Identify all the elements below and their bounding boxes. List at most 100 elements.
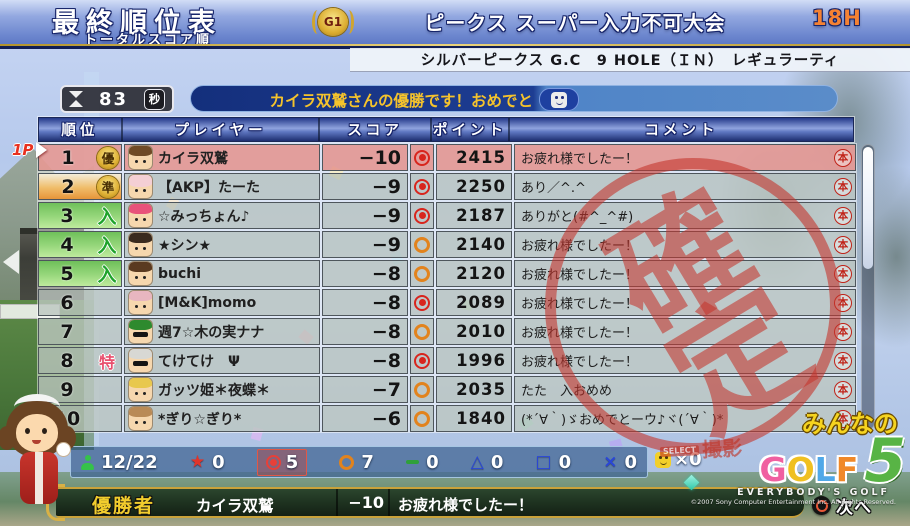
result-icon <box>414 178 430 195</box>
table-row[interactable]: 2 準 【AKP】たーた −9 2250 あり／^.^ 本 <box>38 173 858 200</box>
rank-badge-icon <box>95 292 119 314</box>
points-value: 2010 <box>456 322 506 341</box>
score-value: −10 <box>358 146 401 169</box>
score-cell: −9 <box>322 202 408 229</box>
hon-icon: 本 <box>834 351 852 370</box>
rank-number: 2 <box>61 175 75 198</box>
player-avatar <box>128 203 153 228</box>
rank-badge-icon: 入 <box>97 206 117 228</box>
result-stats-bar: 12/22 ★ 0 5 7 0 △ 0 □ 0 × 0 <box>70 446 648 478</box>
player-cell: ☆みっちょん♪ <box>124 202 320 229</box>
table-row[interactable]: 10 *ぎり☆ぎり* −6 1840 (*´∀｀)ゞおめでとーウ♪ヾ(´∀｀)*… <box>38 405 858 432</box>
points-value: 2089 <box>456 293 506 312</box>
cross-count: 0 <box>624 451 638 473</box>
rank-number: 9 <box>60 378 74 401</box>
points-value: 2187 <box>456 206 506 225</box>
comment-cell: お疲れ様でしたー！ 本 <box>514 347 856 374</box>
mascot-character <box>0 392 86 526</box>
score-cell: −9 <box>322 231 408 258</box>
points-value: 2250 <box>456 177 506 196</box>
result-icon <box>414 381 430 398</box>
marker-arrow-icon <box>36 142 48 158</box>
points-cell: 2415 <box>436 144 512 171</box>
double-circle-stat-selected[interactable]: 5 <box>256 448 308 476</box>
comment-text: お疲れ様でしたー！ <box>521 326 639 341</box>
table-row[interactable]: 4 入 ★シン★ −9 2140 お疲れ様でしたー！ 本 <box>38 231 858 258</box>
mascot-body <box>20 452 58 504</box>
result-cell <box>410 405 434 432</box>
result-cell <box>410 376 434 403</box>
capture-button[interactable]: SELECT 撮影 <box>659 436 743 462</box>
score-cell: −8 <box>322 289 408 316</box>
result-cell <box>410 347 434 374</box>
player-cell: てけてけ Ψ <box>124 347 320 374</box>
points-cell: 2089 <box>436 289 512 316</box>
comment-cell: お疲れ様でしたー！ 本 <box>514 231 856 258</box>
rank-number: 6 <box>60 291 74 314</box>
page-left-arrow-icon[interactable] <box>3 250 19 274</box>
player-name: 【AKP】たーた <box>158 179 260 196</box>
rank-badge-icon: 入 <box>97 264 117 286</box>
player-avatar <box>128 261 153 286</box>
mascot-hand <box>56 442 71 457</box>
table-header: 順位 プレイヤー スコア ポイント コメント <box>38 117 854 142</box>
result-icon <box>414 352 430 369</box>
players-count: 12/22 <box>101 451 158 473</box>
divider <box>336 489 338 516</box>
table-row[interactable]: 1 優 カイラ双鷲 −10 2415 お疲れ様でしたー！ 本 <box>38 144 858 171</box>
triangle-icon: △ <box>470 451 484 472</box>
player-name: てけてけ Ψ <box>158 353 240 370</box>
comment-text: お疲れ様でしたー！ <box>521 152 639 167</box>
double-circle-count: 5 <box>285 451 299 473</box>
logo-number-5: 5 <box>864 426 906 496</box>
scrollbar-track[interactable] <box>861 144 875 430</box>
message-ticker: カイラ双鷲さんの優勝です！おめでと <box>190 85 838 112</box>
rank-badge-icon: 入 <box>97 235 117 257</box>
star-count: 0 <box>212 451 225 473</box>
player-name: ★シン★ <box>158 237 212 254</box>
rank-badge-icon <box>95 379 119 401</box>
table-row[interactable]: 3 入 ☆みっちょん♪ −9 2187 ありがと(#^_^#) 本 <box>38 202 858 229</box>
comment-text: あり／^.^ <box>521 181 586 196</box>
result-icon <box>414 323 430 340</box>
score-cell: −8 <box>322 318 408 345</box>
score-value: −8 <box>371 349 401 372</box>
points-cell: 1840 <box>436 405 512 432</box>
comment-cell: ありがと(#^_^#) 本 <box>514 202 856 229</box>
winner-label: 優勝者 <box>92 495 156 517</box>
rank-number: 7 <box>60 320 74 343</box>
score-value: −9 <box>371 233 401 256</box>
scrollbar-thumb[interactable] <box>863 147 873 269</box>
hon-icon: 本 <box>834 322 852 341</box>
points-value: 1996 <box>456 351 506 370</box>
emote-button[interactable] <box>539 88 579 111</box>
next-button[interactable]: 次へ <box>812 493 872 518</box>
score-value: −8 <box>371 320 401 343</box>
table-row[interactable]: 5 入 buchi −8 2120 お疲れ様でしたー！ 本 <box>38 260 858 287</box>
points-value: 2035 <box>456 380 506 399</box>
comment-text: ありがと(#^_^#) <box>521 210 634 225</box>
table-row[interactable]: 7 週7☆木の実ナナ −8 2010 お疲れ様でしたー！ 本 <box>38 318 858 345</box>
hon-icon: 本 <box>834 148 852 167</box>
logo-letter-g: G <box>759 450 787 490</box>
points-value: 1840 <box>456 409 506 428</box>
player-avatar <box>128 174 153 199</box>
points-cell: 2187 <box>436 202 512 229</box>
score-cell: −6 <box>322 405 408 432</box>
table-row[interactable]: 6 [M&K]momo −8 2089 お疲れ様でしたー！ 本 <box>38 289 858 316</box>
table-row[interactable]: 9 ガッツ姫＊夜蝶＊ −7 2035 たた 入おめめ 本 <box>38 376 858 403</box>
score-value: −9 <box>371 204 401 227</box>
logo-minna: みんなの <box>802 410 898 438</box>
result-icon <box>414 410 430 427</box>
logo-letter-l: L <box>814 450 836 490</box>
rank-number: 4 <box>60 233 74 256</box>
rank-cell: 8 特 <box>38 347 122 374</box>
rank-number: 1 <box>61 146 75 169</box>
logo-subtitle: EVERYBODY'S GOLF <box>737 486 890 498</box>
player-avatar <box>128 145 153 170</box>
points-cell: 2035 <box>436 376 512 403</box>
score-value: −7 <box>371 378 401 401</box>
table-row[interactable]: 8 特 てけてけ Ψ −8 1996 お疲れ様でしたー！ 本 <box>38 347 858 374</box>
comment-cell: お疲れ様でしたー！ 本 <box>514 144 856 171</box>
